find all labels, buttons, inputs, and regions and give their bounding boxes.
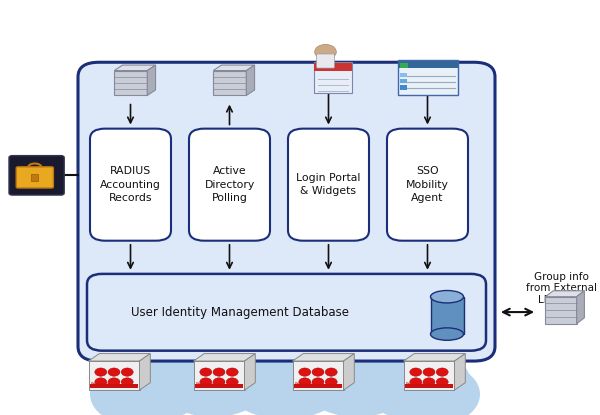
FancyBboxPatch shape: [193, 361, 245, 390]
Text: Fortinet: Fortinet: [295, 382, 314, 387]
Circle shape: [153, 334, 273, 415]
Circle shape: [423, 368, 435, 376]
Circle shape: [108, 368, 120, 376]
Text: Active
Directory
Polling: Active Directory Polling: [205, 166, 254, 203]
Circle shape: [423, 378, 435, 386]
Text: Fortinet: Fortinet: [91, 382, 110, 387]
Circle shape: [213, 368, 225, 376]
Circle shape: [299, 368, 311, 376]
FancyBboxPatch shape: [87, 274, 486, 351]
FancyBboxPatch shape: [404, 361, 455, 390]
Circle shape: [312, 378, 324, 386]
Circle shape: [410, 378, 422, 386]
FancyBboxPatch shape: [214, 71, 246, 95]
FancyBboxPatch shape: [195, 384, 244, 388]
Text: Group info
from External
LDAP/AD: Group info from External LDAP/AD: [526, 272, 596, 305]
Circle shape: [390, 363, 480, 415]
Circle shape: [226, 378, 238, 386]
FancyBboxPatch shape: [9, 156, 64, 195]
Circle shape: [90, 363, 180, 415]
Circle shape: [121, 368, 133, 376]
Text: RADIUS
Accounting
Records: RADIUS Accounting Records: [100, 166, 161, 203]
FancyBboxPatch shape: [398, 61, 458, 68]
Polygon shape: [148, 65, 155, 95]
Circle shape: [325, 368, 337, 376]
FancyBboxPatch shape: [314, 62, 352, 93]
Circle shape: [226, 368, 238, 376]
FancyBboxPatch shape: [293, 361, 343, 390]
FancyBboxPatch shape: [404, 384, 454, 388]
FancyBboxPatch shape: [288, 129, 369, 241]
FancyBboxPatch shape: [90, 384, 138, 388]
FancyBboxPatch shape: [189, 129, 270, 241]
FancyBboxPatch shape: [400, 85, 407, 90]
Polygon shape: [89, 354, 151, 361]
FancyBboxPatch shape: [400, 79, 407, 83]
FancyBboxPatch shape: [78, 62, 495, 361]
Polygon shape: [293, 354, 354, 361]
Polygon shape: [139, 354, 151, 390]
FancyBboxPatch shape: [545, 297, 577, 324]
Circle shape: [121, 378, 133, 386]
Ellipse shape: [431, 328, 464, 340]
Polygon shape: [404, 354, 466, 361]
Circle shape: [200, 368, 212, 376]
FancyBboxPatch shape: [400, 73, 407, 77]
Polygon shape: [114, 65, 155, 71]
FancyBboxPatch shape: [114, 71, 148, 95]
Circle shape: [363, 347, 471, 415]
FancyBboxPatch shape: [294, 384, 342, 388]
Text: User Identity Management Database: User Identity Management Database: [131, 305, 349, 319]
Circle shape: [436, 378, 448, 386]
Text: Login Portal
& Widgets: Login Portal & Widgets: [296, 173, 361, 196]
Circle shape: [325, 378, 337, 386]
Circle shape: [314, 44, 337, 59]
Circle shape: [299, 378, 311, 386]
Circle shape: [410, 368, 422, 376]
Text: Fortinet: Fortinet: [406, 382, 425, 387]
Text: Fortinet: Fortinet: [196, 382, 215, 387]
Circle shape: [216, 324, 354, 415]
Circle shape: [312, 368, 324, 376]
FancyBboxPatch shape: [314, 63, 352, 71]
Circle shape: [95, 368, 107, 376]
FancyBboxPatch shape: [400, 63, 409, 68]
Ellipse shape: [431, 290, 464, 303]
Circle shape: [297, 334, 417, 415]
Polygon shape: [577, 291, 584, 324]
FancyBboxPatch shape: [317, 54, 335, 68]
FancyBboxPatch shape: [16, 167, 53, 188]
Polygon shape: [545, 291, 584, 297]
Circle shape: [99, 347, 207, 415]
FancyBboxPatch shape: [31, 174, 38, 181]
Polygon shape: [343, 354, 354, 390]
Polygon shape: [247, 65, 254, 95]
Polygon shape: [214, 65, 254, 71]
FancyBboxPatch shape: [398, 60, 458, 95]
Circle shape: [213, 378, 225, 386]
FancyBboxPatch shape: [89, 361, 139, 390]
Circle shape: [436, 368, 448, 376]
Circle shape: [200, 378, 212, 386]
Circle shape: [108, 378, 120, 386]
Circle shape: [95, 378, 107, 386]
Text: SSO
Mobility
Agent: SSO Mobility Agent: [406, 166, 449, 203]
Polygon shape: [245, 354, 256, 390]
FancyBboxPatch shape: [105, 380, 465, 403]
Polygon shape: [455, 354, 466, 390]
FancyBboxPatch shape: [387, 129, 468, 241]
Polygon shape: [193, 354, 256, 361]
FancyBboxPatch shape: [90, 129, 171, 241]
Bar: [431, 297, 464, 334]
